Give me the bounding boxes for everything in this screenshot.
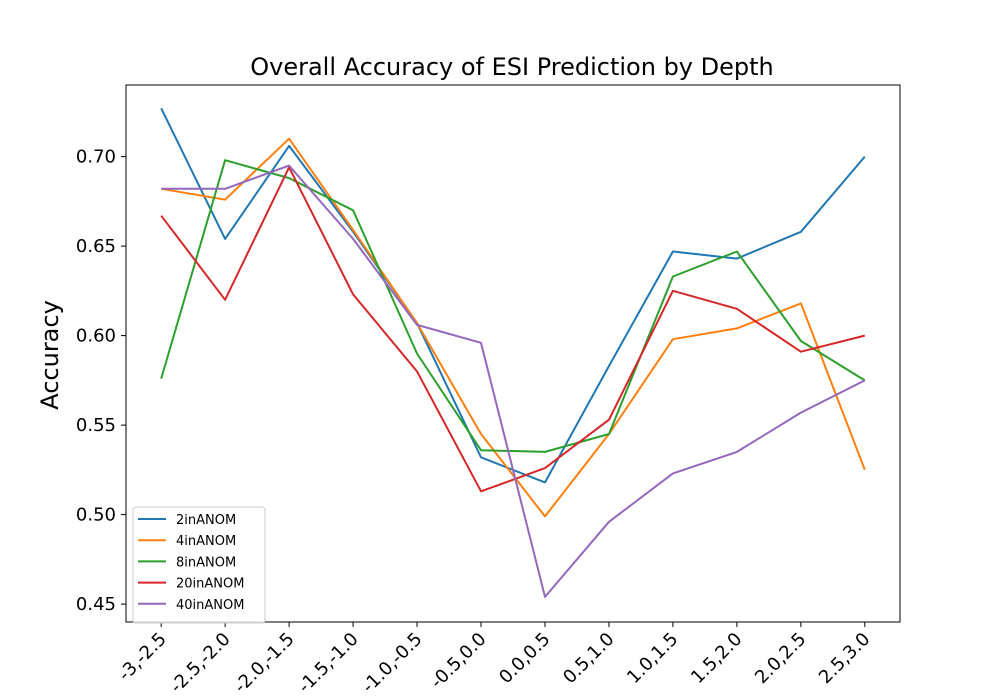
y-tick-label: 0.70 <box>76 147 116 168</box>
legend-label: 2inANOM <box>176 513 236 528</box>
series-line-20inANOM <box>160 166 866 493</box>
legend: 2inANOM 4inANOM 8inANOM 20inANOM 40inANOM <box>132 506 266 624</box>
y-tick-label: 0.45 <box>76 594 116 615</box>
y-tick-label: 0.50 <box>76 505 116 526</box>
series-line-40inANOM <box>161 164 866 598</box>
y-tick-label: 0.55 <box>76 415 116 436</box>
series-line-8inANOM <box>160 159 866 453</box>
plot-area <box>160 107 866 598</box>
legend-label: 40inANOM <box>176 598 244 613</box>
legend-label: 20inANOM <box>176 577 244 592</box>
y-tick-label: 0.65 <box>76 236 116 257</box>
chart-title: Overall Accuracy of ESI Prediction by De… <box>250 53 774 81</box>
y-tick-label: 0.60 <box>76 326 116 347</box>
legend-label: 4inANOM <box>176 534 236 549</box>
series-line-4inANOM <box>161 137 866 518</box>
legend-label: 8inANOM <box>176 555 236 570</box>
legend-box <box>132 506 266 624</box>
y-axis-label: Accuracy <box>36 300 64 410</box>
axes-frame <box>125 84 901 623</box>
